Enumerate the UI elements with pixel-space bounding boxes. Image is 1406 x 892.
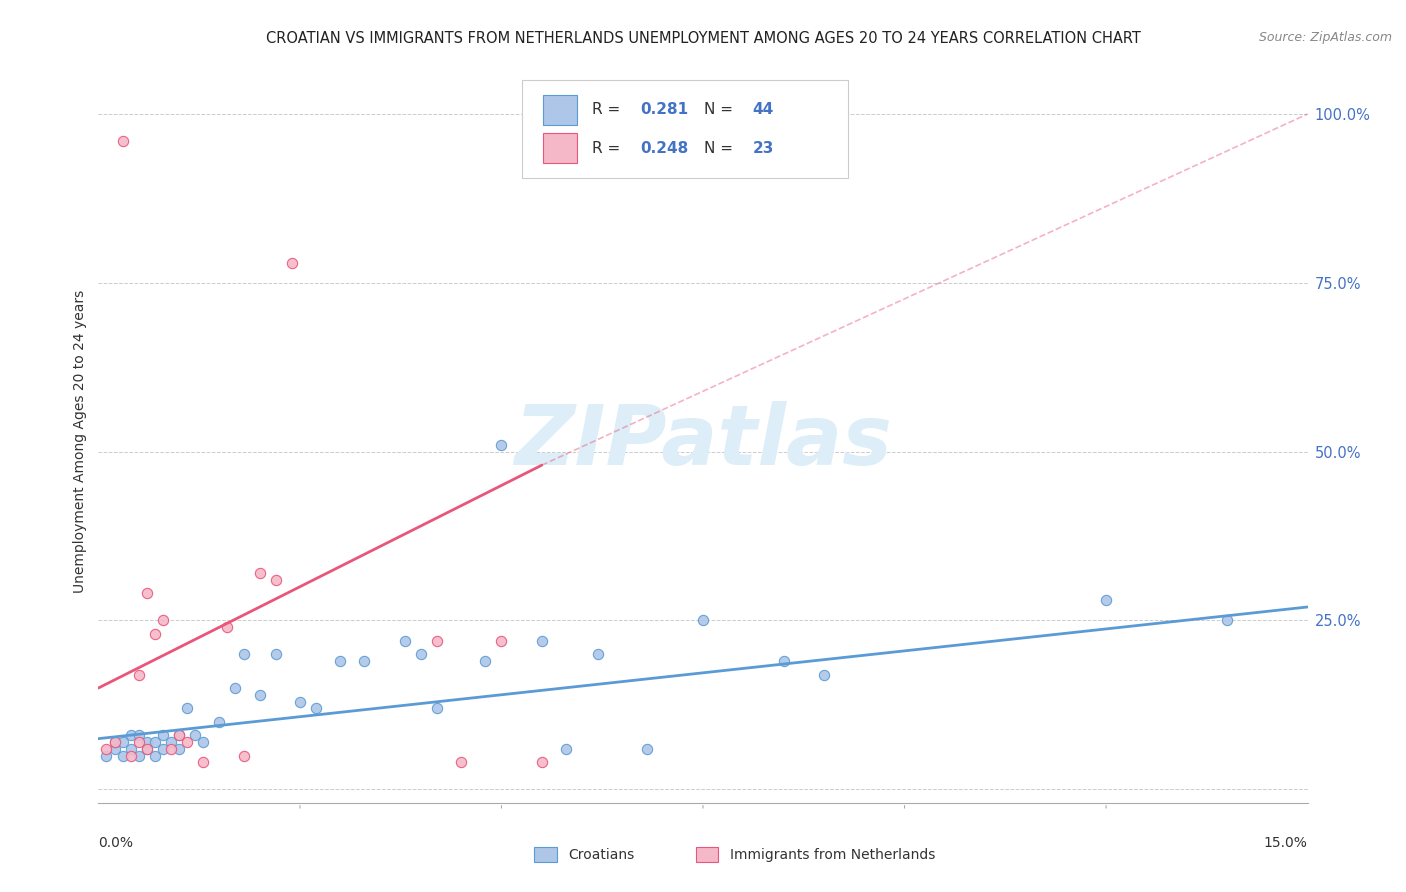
Point [249, 566, 271, 581]
Point [353, 654, 375, 668]
Point [128, 735, 150, 749]
Point [232, 748, 254, 763]
Point [184, 728, 207, 742]
Point [152, 728, 174, 742]
Point [135, 586, 157, 600]
Point [143, 748, 166, 763]
Point [152, 741, 174, 756]
Point [305, 701, 328, 715]
Point [232, 647, 254, 661]
Text: R =: R = [592, 141, 624, 156]
Point [111, 134, 134, 148]
Point [329, 654, 352, 668]
Point [128, 748, 150, 763]
Point [450, 756, 472, 770]
Point [208, 714, 231, 729]
Point [555, 741, 578, 756]
Point [224, 681, 246, 695]
Bar [543, 133, 578, 163]
Point [491, 438, 513, 452]
Point [167, 728, 190, 742]
Point [264, 573, 287, 587]
Point [120, 728, 142, 742]
Text: 23: 23 [752, 141, 773, 156]
Text: Source: ZipAtlas.com: Source: ZipAtlas.com [1258, 31, 1392, 45]
Point [249, 688, 271, 702]
Text: 0.281: 0.281 [640, 103, 689, 118]
Point [409, 647, 432, 661]
Point [143, 735, 166, 749]
Text: 0.248: 0.248 [640, 141, 689, 156]
Point [491, 633, 513, 648]
Point [103, 735, 125, 749]
Text: N =: N = [704, 103, 738, 118]
Point [135, 735, 157, 749]
Text: R =: R = [592, 103, 624, 118]
Text: ZIPatlas: ZIPatlas [515, 401, 891, 482]
Text: Immigrants from Netherlands: Immigrants from Netherlands [730, 847, 935, 862]
Point [111, 735, 134, 749]
Point [813, 667, 835, 681]
Point [103, 741, 125, 756]
Point [176, 735, 198, 749]
Bar [543, 95, 578, 125]
Point [636, 741, 658, 756]
Point [692, 614, 714, 628]
Point [530, 633, 553, 648]
FancyBboxPatch shape [522, 80, 848, 178]
Point [217, 620, 239, 634]
Point [96, 741, 118, 756]
Point [264, 647, 287, 661]
Point [288, 694, 311, 708]
Point [135, 741, 157, 756]
Text: 44: 44 [752, 103, 773, 118]
Point [530, 756, 553, 770]
Point [394, 633, 416, 648]
Point [1216, 614, 1239, 628]
Text: N =: N = [704, 141, 738, 156]
Point [176, 701, 198, 715]
Point [120, 748, 142, 763]
Text: CROATIAN VS IMMIGRANTS FROM NETHERLANDS UNEMPLOYMENT AMONG AGES 20 TO 24 YEARS C: CROATIAN VS IMMIGRANTS FROM NETHERLANDS … [266, 31, 1140, 46]
Point [128, 667, 150, 681]
Point [120, 741, 142, 756]
Point [426, 701, 449, 715]
Point [152, 614, 174, 628]
Point [167, 728, 190, 742]
Text: 15.0%: 15.0% [1264, 836, 1308, 850]
Point [96, 748, 118, 763]
Point [128, 728, 150, 742]
Point [193, 756, 215, 770]
Point [160, 735, 183, 749]
Point [135, 741, 157, 756]
Point [772, 654, 794, 668]
Point [426, 633, 449, 648]
Text: Croatians: Croatians [568, 847, 634, 862]
Text: 0.0%: 0.0% [98, 836, 134, 850]
Point [111, 748, 134, 763]
Point [160, 741, 183, 756]
Point [103, 735, 125, 749]
Point [281, 255, 304, 269]
Point [143, 627, 166, 641]
Point [167, 741, 190, 756]
Point [474, 654, 496, 668]
Y-axis label: Unemployment Among Ages 20 to 24 years: Unemployment Among Ages 20 to 24 years [73, 290, 87, 593]
Point [586, 647, 609, 661]
Point [193, 735, 215, 749]
Point [1095, 593, 1118, 607]
